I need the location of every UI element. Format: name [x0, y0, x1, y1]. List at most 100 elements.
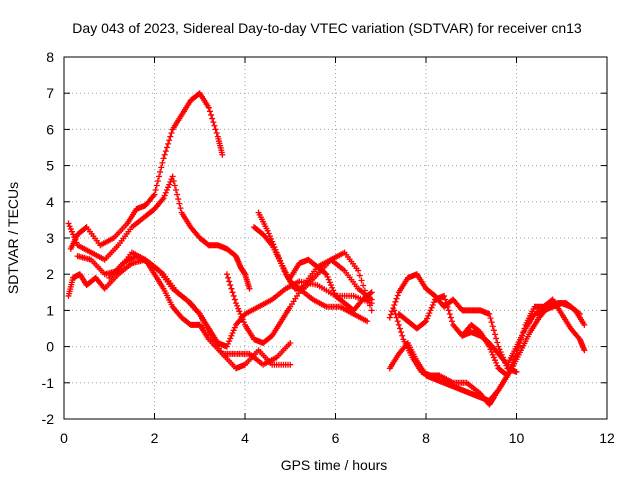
data-point: [355, 267, 362, 274]
data-point: [165, 140, 172, 147]
x-tick-label: 4: [241, 430, 249, 446]
data-point: [492, 331, 499, 338]
data-point: [394, 318, 401, 325]
data-point: [367, 302, 374, 309]
x-tick-label: 2: [151, 430, 159, 446]
data-point: [166, 181, 173, 188]
data-point: [429, 301, 436, 308]
data-point: [151, 191, 158, 198]
data-point: [275, 254, 282, 261]
data-point: [223, 271, 230, 278]
data-point: [206, 108, 213, 115]
data-point: [393, 295, 400, 302]
data-point: [391, 307, 398, 314]
data-point: [486, 311, 493, 318]
data-point: [213, 130, 220, 137]
series-arc-b: [65, 173, 253, 292]
data-point: [170, 177, 177, 184]
data-point: [488, 349, 495, 356]
data-point: [494, 362, 501, 369]
y-tick-label: 7: [46, 85, 54, 101]
data-point: [581, 321, 588, 328]
data-point: [445, 307, 452, 314]
data-point: [324, 273, 331, 280]
data-point: [441, 292, 448, 299]
data-point: [158, 164, 165, 171]
data-point: [511, 356, 518, 363]
data-point: [237, 311, 244, 318]
data-point: [73, 239, 80, 246]
data-point: [277, 257, 284, 264]
data-point: [425, 312, 432, 319]
data-point: [395, 321, 402, 328]
data-point: [364, 318, 371, 325]
data-point: [157, 168, 164, 175]
data-point: [361, 287, 368, 294]
data-point: [165, 184, 172, 191]
data-point: [228, 332, 235, 339]
data-point: [279, 263, 286, 270]
data-point: [168, 130, 175, 137]
data-point: [331, 290, 338, 297]
data-point: [266, 233, 273, 240]
data-point: [515, 343, 522, 350]
data-point: [356, 272, 363, 279]
data-point: [490, 354, 497, 361]
data-point: [175, 196, 182, 203]
data-point: [365, 297, 372, 304]
data-point: [505, 369, 512, 376]
series-arc-n: [459, 296, 588, 379]
data-point: [72, 236, 79, 243]
data-point: [210, 119, 217, 126]
data-point: [427, 307, 434, 314]
data-point: [231, 296, 238, 303]
data-point: [513, 350, 520, 357]
y-tick-label: 5: [46, 158, 54, 174]
data-point: [368, 307, 375, 314]
data-point: [154, 177, 161, 184]
data-point: [287, 361, 294, 368]
data-point: [219, 151, 226, 158]
data-point: [518, 336, 525, 343]
data-point: [208, 111, 215, 118]
data-point: [169, 173, 176, 180]
data-point: [386, 314, 393, 321]
data-point: [161, 151, 168, 158]
x-tick-label: 6: [332, 430, 340, 446]
data-point: [232, 300, 239, 307]
data-point: [231, 324, 238, 331]
data-point: [211, 122, 218, 129]
data-point: [162, 189, 169, 196]
data-point: [240, 319, 247, 326]
data-point: [508, 361, 515, 368]
data-point: [280, 265, 287, 272]
data-point: [246, 285, 253, 292]
data-point: [265, 230, 272, 237]
data-point: [367, 290, 374, 297]
data-point: [489, 323, 496, 330]
data-point: [327, 282, 334, 289]
data-point: [513, 368, 520, 375]
data-point: [161, 192, 168, 199]
data-point: [230, 292, 237, 299]
data-point: [271, 244, 278, 251]
y-tick-label: -2: [42, 411, 55, 427]
data-point: [274, 252, 281, 259]
data-point: [430, 299, 437, 306]
y-tick-label: 2: [46, 266, 54, 282]
data-point: [391, 301, 398, 308]
x-axis-label: GPS time / hours: [281, 457, 388, 473]
series-arc-a: [67, 90, 226, 252]
data-point: [426, 310, 433, 317]
data-point: [423, 318, 429, 325]
data-point: [325, 276, 332, 283]
data-point: [229, 330, 236, 337]
data-point: [575, 310, 582, 317]
data-point: [235, 305, 242, 312]
data-point: [393, 314, 400, 321]
data-point: [368, 289, 375, 296]
data-point: [394, 292, 401, 299]
data-point: [153, 182, 160, 189]
data-point: [176, 200, 183, 207]
data-point: [160, 195, 167, 202]
